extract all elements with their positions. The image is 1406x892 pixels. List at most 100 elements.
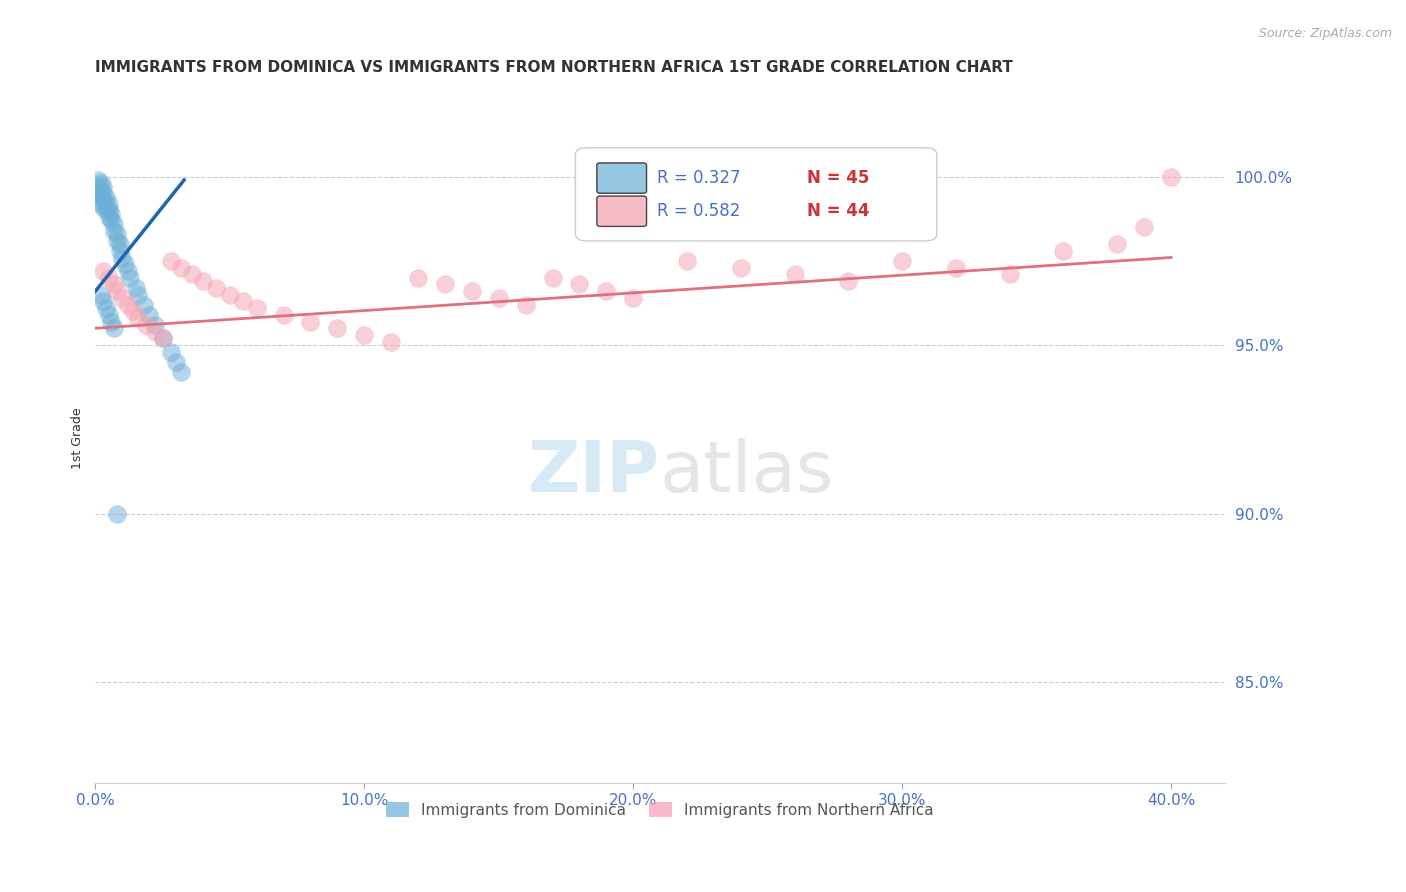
Point — [105, 227, 128, 241]
Point — [568, 277, 591, 292]
Point — [125, 281, 148, 295]
Point — [103, 217, 125, 231]
Point — [103, 321, 125, 335]
Point — [998, 268, 1021, 282]
Point — [94, 190, 117, 204]
FancyBboxPatch shape — [598, 163, 647, 194]
Point — [621, 291, 644, 305]
Point — [90, 177, 112, 191]
Point — [93, 264, 115, 278]
Point — [90, 183, 112, 197]
Point — [105, 234, 128, 248]
Point — [165, 355, 187, 369]
Point — [170, 365, 193, 379]
Point — [120, 270, 142, 285]
Point — [433, 277, 456, 292]
Point — [945, 260, 967, 275]
Point — [1160, 169, 1182, 184]
Point — [152, 331, 174, 345]
Text: atlas: atlas — [659, 438, 835, 507]
Point — [111, 251, 134, 265]
Point — [218, 287, 240, 301]
Point — [117, 264, 139, 278]
Point — [94, 301, 117, 315]
Point — [108, 237, 131, 252]
Point — [105, 507, 128, 521]
Point — [461, 284, 484, 298]
Point — [105, 284, 128, 298]
Point — [87, 173, 110, 187]
Point — [97, 308, 120, 322]
Point — [90, 190, 112, 204]
Text: Source: ZipAtlas.com: Source: ZipAtlas.com — [1258, 27, 1392, 40]
Point — [406, 270, 429, 285]
Text: N = 44: N = 44 — [807, 202, 869, 220]
Point — [127, 311, 149, 326]
Text: ZIP: ZIP — [527, 438, 659, 507]
Point — [181, 268, 204, 282]
Point — [87, 179, 110, 194]
Point — [93, 179, 115, 194]
Point — [676, 253, 699, 268]
Point — [380, 334, 402, 349]
Point — [108, 244, 131, 258]
Text: R = 0.327: R = 0.327 — [657, 169, 740, 187]
Point — [97, 196, 120, 211]
Point — [326, 321, 349, 335]
Point — [103, 223, 125, 237]
Point — [541, 270, 564, 285]
Point — [87, 186, 110, 201]
Point — [138, 308, 160, 322]
Text: R = 0.582: R = 0.582 — [657, 202, 740, 220]
Point — [1133, 220, 1156, 235]
Point — [730, 260, 752, 275]
Point — [114, 257, 136, 271]
Text: IMMIGRANTS FROM DOMINICA VS IMMIGRANTS FROM NORTHERN AFRICA 1ST GRADE CORRELATIO: IMMIGRANTS FROM DOMINICA VS IMMIGRANTS F… — [96, 60, 1014, 75]
Point — [132, 298, 155, 312]
Text: N = 45: N = 45 — [807, 169, 869, 187]
Point — [488, 291, 510, 305]
Point — [143, 325, 166, 339]
Point — [100, 314, 122, 328]
Point — [783, 268, 806, 282]
Point — [97, 210, 120, 224]
Point — [159, 344, 181, 359]
Point — [353, 328, 375, 343]
Point — [127, 287, 149, 301]
Point — [93, 186, 115, 201]
Point — [1107, 237, 1129, 252]
Point — [891, 253, 914, 268]
Point — [93, 200, 115, 214]
Point — [1052, 244, 1074, 258]
Point — [143, 318, 166, 332]
Point — [299, 314, 322, 328]
Point — [100, 213, 122, 227]
Point — [93, 193, 115, 207]
Legend: Immigrants from Dominica, Immigrants from Northern Africa: Immigrants from Dominica, Immigrants fro… — [380, 796, 941, 823]
Point — [100, 207, 122, 221]
Point — [97, 270, 120, 285]
Point — [111, 291, 134, 305]
Point — [159, 253, 181, 268]
Point — [152, 331, 174, 345]
Point — [515, 298, 537, 312]
Point — [90, 196, 112, 211]
Point — [97, 203, 120, 218]
Point — [94, 196, 117, 211]
Point — [135, 318, 157, 332]
Point — [205, 281, 228, 295]
Point — [117, 298, 139, 312]
Point — [191, 274, 214, 288]
Point — [246, 301, 269, 315]
Point — [837, 274, 859, 288]
Point — [94, 203, 117, 218]
Point — [232, 294, 254, 309]
Point — [90, 287, 112, 301]
Point — [122, 304, 145, 318]
Y-axis label: 1st Grade: 1st Grade — [72, 407, 84, 468]
FancyBboxPatch shape — [575, 148, 936, 241]
Point — [93, 294, 115, 309]
Point — [273, 308, 295, 322]
Point — [170, 260, 193, 275]
Point — [103, 277, 125, 292]
